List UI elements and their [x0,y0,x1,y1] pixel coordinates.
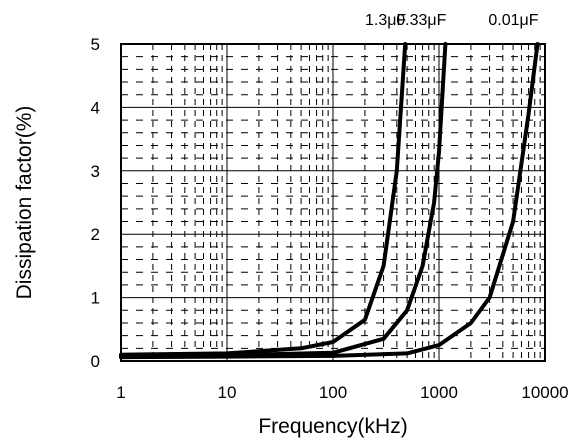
series-label-1: 1.3μF [365,12,406,29]
x-tick-labels: 1 10 100 1000 10000 [116,383,568,402]
x-tick-label: 10000 [521,383,568,402]
x-axis-title: Frequency(kHz) [258,415,407,438]
x-tick-label: 1 [116,383,125,402]
series-lines [119,42,540,360]
y-tick-label: 0 [91,352,100,371]
y-tick-label: 3 [91,162,100,181]
series-line-1 [119,42,408,357]
y-tick-label: 1 [91,289,100,308]
x-tick-label: 100 [319,383,347,402]
y-tick-labels: 0 1 2 3 4 5 [91,35,100,371]
y-tick-label: 4 [91,98,100,117]
series-label-3: 0.01μF [488,12,538,29]
x-tick-label: 1000 [420,383,458,402]
y-axis-title: Dissipation factor(%) [13,106,36,300]
y-tick-label: 2 [91,225,100,244]
plot-area-frame [120,43,546,362]
series-label-2: 0.33μF [396,12,446,29]
series-line-3 [119,42,540,360]
y-tick-label: 5 [91,35,100,54]
x-tick-label: 10 [218,383,237,402]
